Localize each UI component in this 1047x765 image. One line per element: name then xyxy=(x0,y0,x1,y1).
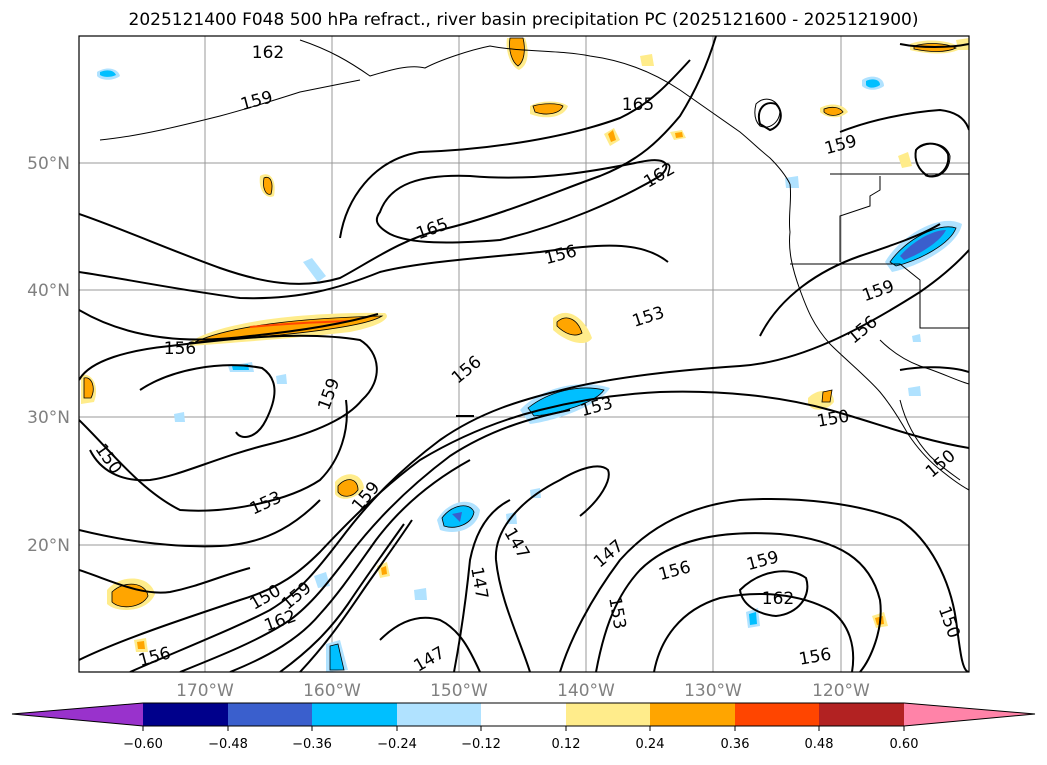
contour-156-south xyxy=(595,532,882,672)
colorbar-extend-high xyxy=(904,703,1035,726)
contour-156-north xyxy=(79,244,669,300)
contour-150 xyxy=(79,499,321,548)
colorbar-extend-low xyxy=(12,703,143,726)
colorbar-tick-label-8: 0.48 xyxy=(805,737,834,752)
contour-162-jet xyxy=(279,523,405,672)
contour-159-loop xyxy=(139,364,276,438)
colorbar-tick-label-6: 0.24 xyxy=(636,737,665,752)
contour-159-south xyxy=(653,593,855,672)
lat-label-40n: 40°N xyxy=(27,281,70,301)
colorbar-segment-8 xyxy=(735,703,819,726)
contour-ne-top xyxy=(899,43,969,48)
longitude-labels: 170°W 160°W 150°W 140°W 130°W 120°W xyxy=(176,681,870,701)
lon-label-170w: 170°W xyxy=(176,681,234,701)
colorbar-ticks xyxy=(142,726,905,731)
contour-165-jet xyxy=(299,519,413,672)
contour-164 xyxy=(339,59,691,239)
map-area xyxy=(79,36,969,672)
lon-label-120w: 120°W xyxy=(812,681,870,701)
baja-california xyxy=(899,399,961,481)
map-border xyxy=(78,35,970,673)
lat-label-50n: 50°N xyxy=(27,154,70,174)
colorbar-segment-3 xyxy=(312,703,397,726)
lat-label-20n: 20°N xyxy=(27,536,70,556)
contour-label-27: 162 xyxy=(762,589,794,609)
colorbar-tick-label-1: −0.48 xyxy=(208,737,248,752)
colorbar-tick-label-5: 0.12 xyxy=(552,737,581,752)
contour-147 xyxy=(79,567,251,594)
contour-150-south xyxy=(79,390,969,661)
colorbar-tick-label-9: 0.60 xyxy=(890,737,919,752)
coastlines xyxy=(99,39,969,491)
contour-159-jet xyxy=(229,459,471,672)
contour-153 xyxy=(79,399,348,512)
colorbar-segment-6 xyxy=(566,703,650,726)
lon-label-140w: 140°W xyxy=(557,681,615,701)
lon-label-150w: 150°W xyxy=(430,681,488,701)
contour-147-bottom xyxy=(379,616,481,672)
contour-162-south xyxy=(738,570,809,618)
state-borders xyxy=(839,176,881,262)
colorbar-segment-4 xyxy=(397,703,481,726)
contour-label-8: 156 xyxy=(164,339,196,359)
state-borders-2 xyxy=(790,263,969,329)
map-title: 2025121400 F048 500 hPa refract., river … xyxy=(128,10,919,30)
contour-147-loop xyxy=(494,465,610,672)
colorbar: −0.60 −0.48 −0.36 −0.24 −0.12 0.12 0.24 … xyxy=(11,702,1036,752)
colorbar-segment-7 xyxy=(650,703,735,726)
contour-small xyxy=(758,102,782,132)
contour-156-jet xyxy=(79,309,379,341)
colorbar-tick-label-4: −0.12 xyxy=(461,737,501,752)
contour-159-coast xyxy=(759,223,941,337)
contour-se xyxy=(899,366,969,373)
colorbar-segment-2 xyxy=(228,703,312,726)
negative-anomaly-areas xyxy=(97,68,962,672)
contour-small-2 xyxy=(914,142,950,178)
colorbar-tick-label-7: 0.36 xyxy=(721,737,750,752)
colorbar-tick-label-2: −0.36 xyxy=(292,737,332,752)
contour-147-mid xyxy=(453,499,511,672)
height-contours xyxy=(79,36,969,672)
aleutian-islands xyxy=(99,79,361,141)
contour-156-loop xyxy=(79,334,378,482)
contour-156-jet-s xyxy=(179,409,571,672)
contour-label-2: 165 xyxy=(622,95,654,115)
lon-label-130w: 130°W xyxy=(684,681,742,701)
us-mexico-border xyxy=(879,339,969,385)
colorbar-segment-1 xyxy=(143,703,228,726)
contour-153-jet xyxy=(129,249,969,672)
colorbar-segment-5 xyxy=(481,703,566,726)
latitude-labels: 50°N 40°N 30°N 20°N xyxy=(27,154,70,556)
contour-162 xyxy=(79,36,717,285)
colorbar-tick-label-0: −0.60 xyxy=(123,737,163,752)
west-coast-us xyxy=(788,183,969,491)
colorbar-segment-9 xyxy=(819,703,904,726)
alaska-coast xyxy=(299,39,791,185)
lat-label-30n: 30°N xyxy=(27,408,70,428)
contour-165-ring xyxy=(375,159,668,244)
contour-153-south xyxy=(559,497,969,672)
colorbar-tick-label-3: −0.24 xyxy=(377,737,417,752)
contour-label-0: 162 xyxy=(252,43,284,63)
island xyxy=(754,98,781,128)
lon-label-160w: 160°W xyxy=(303,681,361,701)
contour-159-ne xyxy=(839,108,969,133)
